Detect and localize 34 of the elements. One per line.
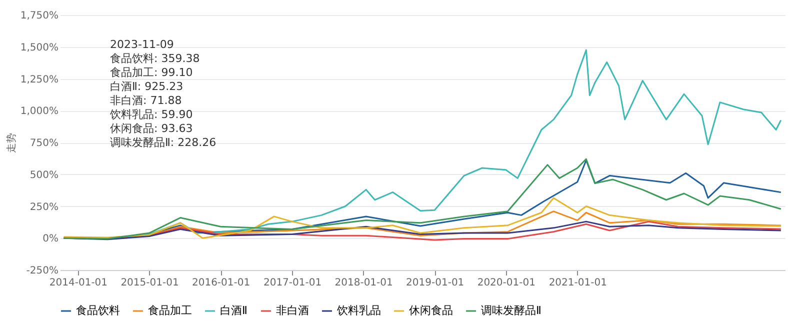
y-tick-label: 1,500% xyxy=(20,42,58,54)
y-tick-label: 1,000% xyxy=(20,106,58,118)
annotation: 白酒Ⅱ: 925.23 xyxy=(110,80,184,93)
y-tick-label: 500% xyxy=(30,170,58,181)
x-tick-label: 2014-01-01 xyxy=(49,278,108,288)
legend-label: 休闲食品 xyxy=(409,304,453,317)
x-tick-label: 2018-01-01 xyxy=(334,278,393,288)
y-tick-label: 750% xyxy=(30,138,58,149)
x-tick-label: 2017-01-01 xyxy=(263,278,322,288)
annotation: 2023-11-09 xyxy=(110,38,174,51)
annotation: 食品加工: 99.10 xyxy=(110,66,193,79)
annotation: 食品饮料: 359.38 xyxy=(110,52,200,65)
annotation: 休闲食品: 93.63 xyxy=(110,122,193,135)
y-tick-label: -250% xyxy=(26,266,58,276)
legend-label: 饮料乳品 xyxy=(336,304,381,317)
y-tick-label: 0% xyxy=(42,234,58,245)
legend-label: 食品饮料 xyxy=(76,304,120,317)
annotation: 调味发酵品Ⅱ: 228.26 xyxy=(110,136,216,149)
x-tick-label: 2016-01-01 xyxy=(192,278,250,288)
legend-label: 调味发酵品Ⅱ xyxy=(481,304,542,317)
y-tick-label: 250% xyxy=(30,202,58,213)
x-tick-label: 2021-01-01 xyxy=(548,278,607,288)
x-tick-label: 2020-01-01 xyxy=(477,278,536,288)
line-series xyxy=(62,197,782,239)
legend-label: 食品加工 xyxy=(148,304,192,317)
y-tick-label: 1,750% xyxy=(20,10,58,22)
annotation: 非白酒: 71.88 xyxy=(110,94,182,107)
y-axis-title: 走势 xyxy=(5,133,18,153)
x-tick-label: 2015-01-01 xyxy=(120,278,179,288)
legend-label: 白酒Ⅱ xyxy=(220,304,248,317)
x-tick-label: 2019-01-01 xyxy=(406,278,464,288)
legend-label: 非白酒 xyxy=(276,304,309,317)
annotation: 饮料乳品: 59.90 xyxy=(109,108,193,121)
y-tick-label: 1,250% xyxy=(20,74,58,86)
